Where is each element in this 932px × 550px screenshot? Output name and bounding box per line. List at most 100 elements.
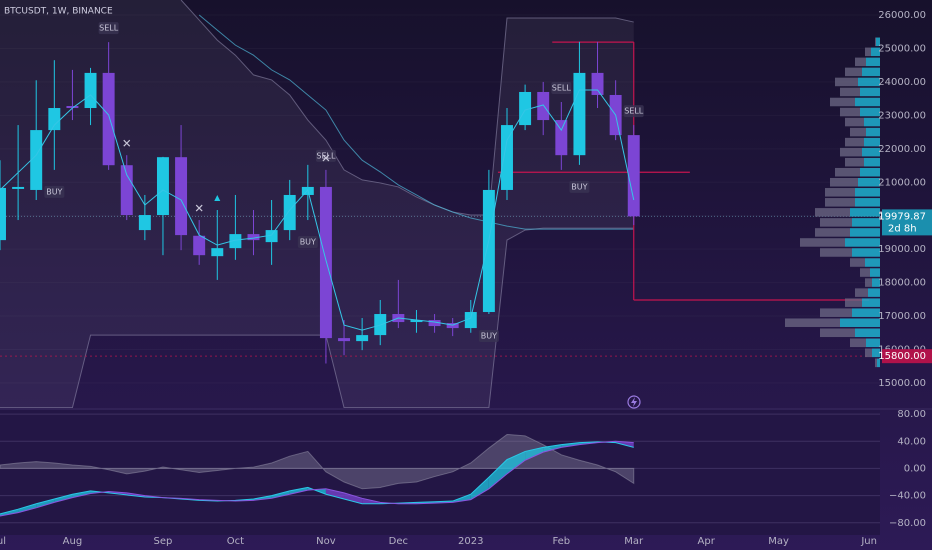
- osc-fast: [0, 441, 634, 515]
- candle-body: [138, 215, 151, 231]
- volume-profile-down: [865, 278, 872, 287]
- candle-body: [265, 230, 278, 243]
- candle-body: [30, 130, 43, 190]
- volume-profile-up: [860, 167, 880, 177]
- volume-profile-down: [850, 127, 866, 137]
- x-tick-label: May: [768, 536, 789, 547]
- ribbon-segment: [289, 487, 308, 495]
- y-tick-label: 23000.00: [878, 110, 926, 121]
- volume-profile-down: [830, 97, 855, 107]
- volume-profile-up: [860, 87, 880, 97]
- volume-profile-up: [862, 147, 880, 157]
- marked-price-label: 15800.00: [878, 351, 926, 362]
- volume-profile-down: [865, 47, 871, 57]
- signal-label: BUY: [300, 238, 316, 247]
- volume-profile-down: [825, 188, 855, 197]
- volume-profile-up: [860, 107, 880, 117]
- volume-profile-down: [865, 348, 872, 358]
- candle-body: [555, 120, 568, 156]
- x-tick-label: Oct: [227, 536, 244, 547]
- volume-profile-up: [850, 228, 880, 237]
- volume-profile-up: [858, 77, 880, 87]
- last-price-label: 19979.87: [878, 211, 926, 222]
- candle-body: [356, 335, 369, 342]
- candle-body: [48, 108, 61, 131]
- ribbon-segment: [54, 494, 73, 503]
- x-tick-label: Dec: [389, 536, 408, 547]
- x-tick-label: Apr: [698, 536, 716, 547]
- volume-profile-down: [820, 308, 852, 317]
- signal-badge: [315, 149, 336, 162]
- x-tick-label: Aug: [63, 536, 83, 547]
- volume-profile-down: [860, 268, 870, 277]
- candle-body: [120, 165, 133, 216]
- volume-profile-up: [870, 268, 880, 277]
- oscillator-plot: [0, 413, 880, 524]
- ribbon-segment: [543, 444, 562, 453]
- candle-body: [573, 72, 586, 156]
- candle-body: [0, 187, 6, 241]
- signal-badge: [551, 82, 572, 94]
- volume-profile-up: [871, 47, 880, 57]
- candle-body: [319, 186, 332, 339]
- cross-marker: [195, 204, 203, 212]
- candle-body: [193, 235, 206, 256]
- volume-profile-down: [820, 248, 852, 257]
- ribbon-segment: [271, 490, 290, 499]
- volume-profile-up: [877, 358, 880, 368]
- volume-profile-down: [845, 67, 862, 77]
- x-tick-label: Nov: [316, 536, 336, 547]
- candle-body: [410, 320, 423, 323]
- signal-label: BUY: [46, 187, 62, 196]
- volume-profile-down: [850, 258, 865, 267]
- osc-tick-label: 0.00: [904, 463, 926, 474]
- volume-profile-down: [875, 37, 876, 47]
- volume-profile-up: [872, 348, 880, 358]
- y-tick-label: 18000.00: [878, 278, 926, 289]
- candle-body: [428, 320, 441, 327]
- volume-profile-up: [876, 37, 880, 47]
- signal-badge: [569, 180, 590, 193]
- band-lower: [0, 227, 634, 408]
- axes: 15000.0016000.0017000.0018000.0019000.00…: [0, 10, 932, 547]
- volume-profile-down: [875, 358, 877, 368]
- candle-body: [247, 234, 260, 241]
- signal-badge: [297, 236, 318, 249]
- y-tick-label: 22000.00: [878, 144, 926, 155]
- volume-profile-down: [820, 218, 852, 227]
- alert-icon: [627, 395, 641, 409]
- volume-profile-down: [825, 198, 855, 207]
- volume-profile-up: [868, 288, 880, 297]
- ribbon-segment: [561, 442, 580, 448]
- ribbon-segment: [72, 490, 91, 498]
- candle-body: [211, 248, 224, 257]
- volume-profile-up: [855, 97, 880, 107]
- ribbon-segment: [506, 451, 526, 474]
- candle-body: [175, 157, 188, 236]
- x-tick-label: Feb: [552, 536, 570, 547]
- x-tick-label: Jun: [860, 536, 877, 547]
- volume-profile-up: [866, 57, 880, 67]
- cross-marker: [123, 139, 131, 147]
- osc-tick-label: −80.00: [889, 518, 926, 529]
- volume-profile-down: [815, 228, 850, 237]
- volume-profile-up: [866, 338, 880, 348]
- volume-profile-down: [820, 328, 855, 338]
- volume-profile-down: [850, 338, 866, 348]
- band-upper: [180, 0, 634, 216]
- osc-tick-label: −40.00: [889, 491, 926, 502]
- ribbon-segment: [344, 492, 363, 504]
- marked-price-box: [882, 349, 932, 364]
- y-tick-label: 17000.00: [878, 311, 926, 322]
- signal-label: SELL: [316, 151, 336, 160]
- y-tick-label: 24000.00: [878, 77, 926, 88]
- volume-profile-down: [845, 157, 864, 167]
- signal-label: SELL: [99, 24, 119, 33]
- candle-body: [12, 186, 25, 189]
- volume-profile-down: [830, 177, 858, 187]
- ribbon-segment: [488, 459, 507, 489]
- y-tick-label: 26000.00: [878, 10, 926, 21]
- y-tick-label: 19000.00: [878, 244, 926, 255]
